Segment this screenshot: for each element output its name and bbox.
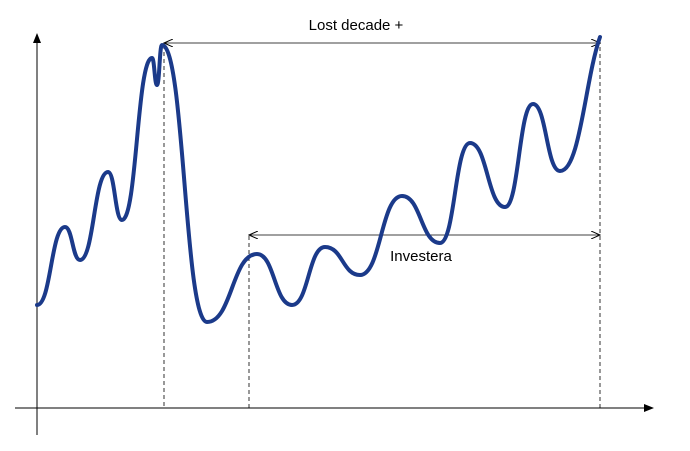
span-label: Lost decade + — [309, 17, 404, 34]
span-label: Investera — [390, 248, 452, 265]
market-curve — [35, 35, 602, 324]
